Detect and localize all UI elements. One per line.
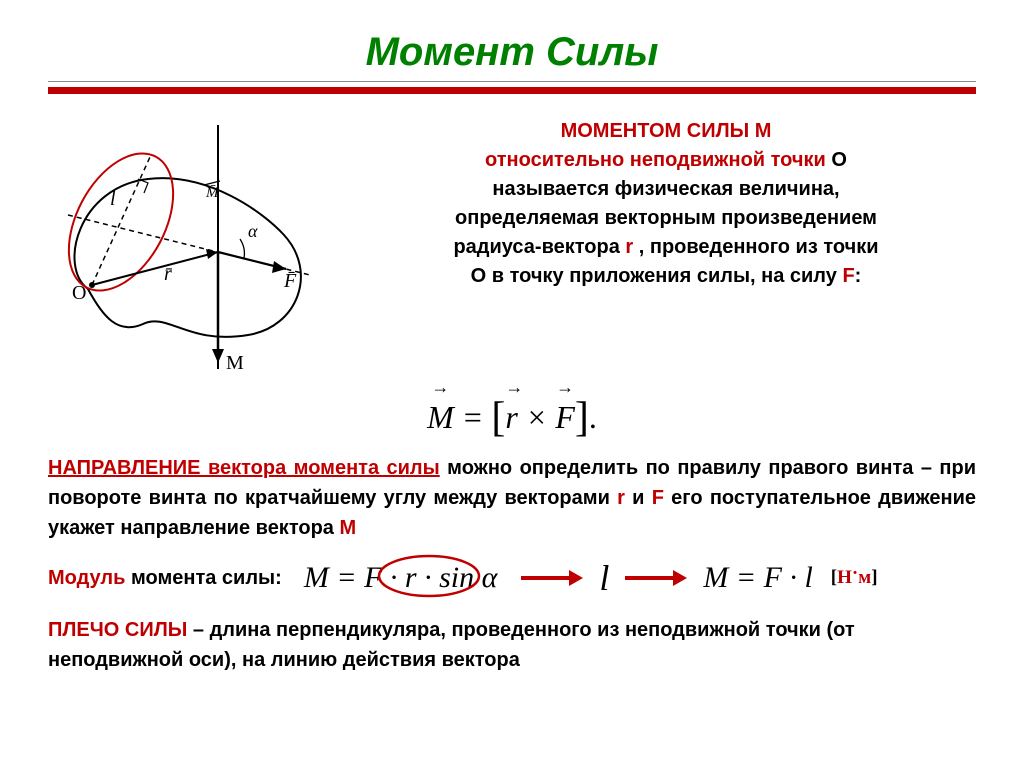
svg-text:α: α <box>248 221 258 241</box>
arrow-icon <box>519 566 585 590</box>
svg-text:M: M <box>226 352 244 374</box>
svg-text:F̄: F̄ <box>283 270 297 292</box>
direction-paragraph: НАПРАВЛЕНИЕ вектора момента силы можно о… <box>48 453 976 543</box>
arrow-icon <box>623 566 689 590</box>
circle-highlight <box>374 553 484 599</box>
title-rule <box>48 81 976 99</box>
page-title: Момент Силы <box>48 30 976 75</box>
svg-text:l: l <box>110 188 116 210</box>
svg-text:O: O <box>72 282 86 304</box>
main-formula: M = [r × F]. <box>48 391 976 439</box>
svg-text:r̄: r̄ <box>164 263 172 285</box>
modulus-row: Модуль момента силы: M = F · r · sin α l… <box>48 557 976 599</box>
arm-paragraph: ПЛЕЧО СИЛЫ – длина перпендикуляра, прове… <box>48 615 976 675</box>
svg-text:M̄: M̄ <box>205 185 220 201</box>
definition-block: МОМЕНТОМ СИЛЫ М относительно неподвижной… <box>356 117 976 377</box>
torque-diagram: M̄ O l r̄ F̄ α M <box>48 117 328 377</box>
